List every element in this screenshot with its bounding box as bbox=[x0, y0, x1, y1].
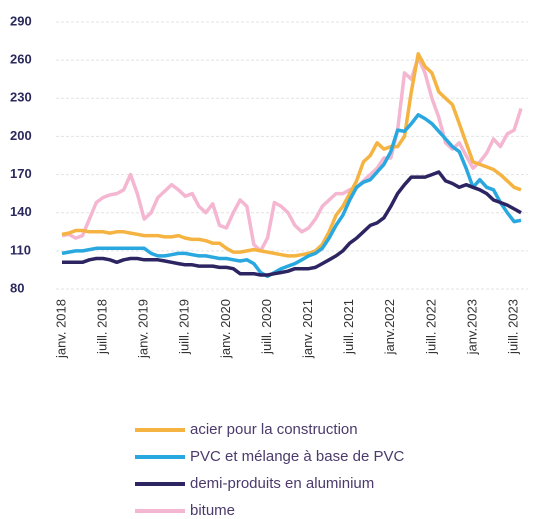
series-line bbox=[61, 52, 522, 258]
x-tick-label: janv. 2020 bbox=[218, 299, 233, 359]
y-tick-label: 200 bbox=[10, 128, 32, 143]
x-tick-label: janv. 2018 bbox=[53, 299, 68, 359]
series-line bbox=[61, 113, 522, 279]
x-tick-label: janv.2023 bbox=[464, 299, 479, 355]
x-tick-label: juill. 2021 bbox=[341, 299, 356, 355]
y-tick-label: 290 bbox=[10, 13, 32, 28]
series-line bbox=[62, 170, 522, 277]
legend-label: PVC et mélange à base de PVC bbox=[190, 448, 404, 465]
legend-label: bitume bbox=[190, 502, 235, 519]
y-tick-label: 80 bbox=[10, 280, 24, 295]
y-tick-label: 260 bbox=[10, 52, 32, 67]
x-tick-label: juill. 2018 bbox=[95, 299, 110, 355]
x-tick-label: juill. 2020 bbox=[259, 299, 274, 355]
y-tick-label: 110 bbox=[10, 242, 31, 257]
y-tick-label: 230 bbox=[10, 90, 32, 105]
x-tick-label: janv. 2019 bbox=[136, 299, 151, 359]
legend-label: demi-produits en aluminium bbox=[190, 475, 374, 492]
x-tick-label: juill. 2019 bbox=[177, 299, 192, 355]
series-line bbox=[61, 55, 523, 253]
legend-label: acier pour la construction bbox=[190, 421, 358, 438]
x-tick-label: janv. 2021 bbox=[300, 299, 315, 359]
x-tick-label: juill. 2022 bbox=[423, 299, 438, 355]
y-tick-label: 170 bbox=[10, 166, 32, 181]
y-tick-label: 140 bbox=[10, 204, 32, 219]
x-tick-label: janv.2022 bbox=[382, 299, 397, 355]
x-tick-label: juill. 2023 bbox=[506, 299, 521, 355]
